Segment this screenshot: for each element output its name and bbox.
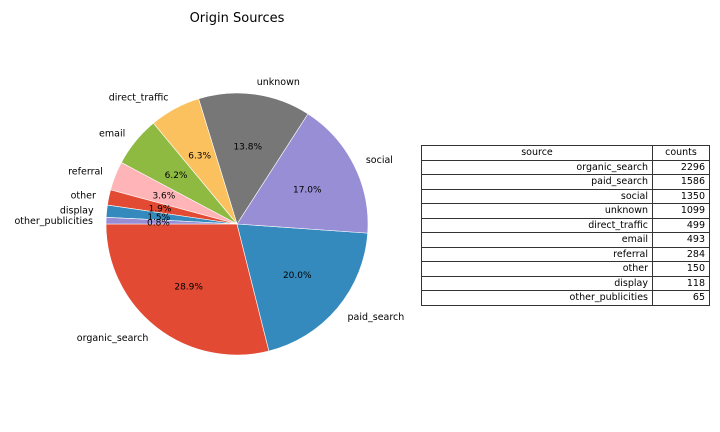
table-cell-source: direct_traffic bbox=[421, 217, 653, 233]
table-row: display 118 bbox=[421, 275, 710, 291]
table-header-row: source counts bbox=[421, 145, 710, 161]
slice-label-paid_search: paid_search bbox=[347, 312, 404, 323]
slice-label-organic_search: organic_search bbox=[77, 333, 149, 344]
slice-label-referral: referral bbox=[68, 167, 103, 178]
table-cell-source: paid_search bbox=[421, 174, 653, 190]
table-row: unknown 1099 bbox=[421, 203, 710, 219]
table-cell-counts: 1350 bbox=[652, 188, 710, 204]
table-cell-source: display bbox=[421, 275, 653, 291]
table-cell-counts: 150 bbox=[652, 261, 710, 277]
pie-slice-unknown bbox=[198, 92, 309, 225]
slice-label-other_publicities: other_publicities bbox=[14, 216, 92, 227]
table-cell-counts: 2296 bbox=[652, 159, 710, 175]
slice-percent-other_publicities: 0.8% bbox=[147, 218, 170, 228]
pie-slice-paid_search bbox=[236, 223, 369, 352]
slice-label-unknown: unknown bbox=[257, 77, 300, 88]
table-cell-source: email bbox=[421, 232, 653, 248]
table-cell-source: other bbox=[421, 261, 653, 277]
table-row: paid_search 1586 bbox=[421, 174, 710, 190]
slice-percent-referral: 3.6% bbox=[152, 192, 175, 202]
slice-percent-unknown: 13.8% bbox=[233, 143, 262, 153]
slice-percent-paid_search: 20.0% bbox=[283, 271, 312, 281]
table-cell-counts: 65 bbox=[652, 290, 710, 306]
table-cell-source: other_publicities bbox=[421, 290, 653, 306]
table-row: direct_traffic 499 bbox=[421, 217, 710, 233]
slice-percent-direct_traffic: 6.3% bbox=[188, 151, 211, 161]
table-cell-source: organic_search bbox=[421, 159, 653, 175]
chart-title: Origin Sources bbox=[190, 11, 285, 26]
table-row: social 1350 bbox=[421, 188, 710, 204]
slice-label-social: social bbox=[366, 155, 393, 166]
column-header-counts: counts bbox=[652, 145, 710, 161]
table-cell-counts: 1586 bbox=[652, 174, 710, 190]
table-cell-source: unknown bbox=[421, 203, 653, 219]
counts-table: source counts organic_search 2296 paid_sea… bbox=[421, 145, 710, 306]
pie-slice-other_publicities bbox=[105, 216, 238, 225]
pie-slice-organic_search bbox=[105, 223, 270, 356]
table-row: other 150 bbox=[421, 261, 710, 277]
slice-label-direct_traffic: direct_traffic bbox=[109, 93, 169, 104]
table-row: organic_search 2296 bbox=[421, 159, 710, 175]
slice-percent-other: 1.9% bbox=[149, 205, 172, 215]
table-cell-counts: 493 bbox=[652, 232, 710, 248]
slice-percent-organic_search: 28.9% bbox=[174, 282, 203, 292]
pie-slice-social bbox=[236, 113, 369, 234]
slice-percent-display: 1.5% bbox=[147, 213, 170, 223]
slice-label-display: display bbox=[60, 205, 94, 216]
table-cell-counts: 499 bbox=[652, 217, 710, 233]
slice-label-other: other bbox=[71, 190, 96, 201]
table-cell-source: referral bbox=[421, 246, 653, 262]
table-row: email 493 bbox=[421, 232, 710, 248]
table-cell-counts: 284 bbox=[652, 246, 710, 262]
column-header-source: source bbox=[421, 145, 653, 161]
table-cell-counts: 1099 bbox=[652, 203, 710, 219]
table-row: referral 284 bbox=[421, 246, 710, 262]
slice-label-email: email bbox=[99, 129, 125, 140]
table-cell-counts: 118 bbox=[652, 275, 710, 291]
slice-percent-email: 6.2% bbox=[165, 171, 188, 181]
slice-percent-social: 17.0% bbox=[293, 185, 322, 195]
table-row: other_publicities 65 bbox=[421, 290, 710, 306]
table-cell-source: social bbox=[421, 188, 653, 204]
